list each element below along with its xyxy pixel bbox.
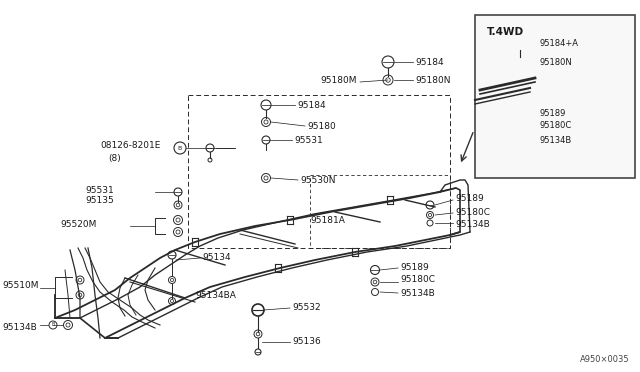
Text: 95180M: 95180M: [320, 76, 356, 84]
Text: 95520M: 95520M: [60, 219, 97, 228]
Text: B: B: [178, 145, 182, 151]
Text: 08126-8201E: 08126-8201E: [100, 141, 161, 150]
Text: 95134B: 95134B: [455, 219, 490, 228]
Text: 95136: 95136: [292, 337, 321, 346]
Text: 95180C: 95180C: [455, 208, 490, 217]
Text: (8): (8): [108, 154, 121, 163]
Text: 95181A: 95181A: [310, 215, 345, 224]
Text: 95180C: 95180C: [400, 276, 435, 285]
Text: 95184+A: 95184+A: [540, 38, 579, 48]
Text: 95531: 95531: [294, 135, 323, 144]
Text: 95531: 95531: [85, 186, 114, 195]
Text: 95134B: 95134B: [2, 324, 36, 333]
Text: 95134: 95134: [202, 253, 230, 263]
Text: 95189: 95189: [455, 193, 484, 202]
Text: 95189: 95189: [540, 109, 566, 118]
Bar: [475, 15, 635, 178]
Text: A950×0035: A950×0035: [580, 355, 630, 364]
Text: 95184: 95184: [297, 100, 326, 109]
Text: 95180C: 95180C: [540, 121, 572, 129]
Text: 95189: 95189: [400, 263, 429, 273]
Text: 95510M: 95510M: [2, 282, 38, 291]
Text: B: B: [51, 323, 54, 327]
Text: 95530N: 95530N: [300, 176, 335, 185]
Text: 95532: 95532: [292, 304, 321, 312]
Text: T.4WD: T.4WD: [487, 27, 524, 37]
Text: 95135: 95135: [85, 196, 114, 205]
Text: 95180: 95180: [307, 122, 336, 131]
Text: 95134BA: 95134BA: [195, 291, 236, 299]
Text: 95134B: 95134B: [400, 289, 435, 298]
Text: 95134B: 95134B: [540, 135, 572, 144]
Text: 95184: 95184: [415, 58, 444, 67]
Text: 95180N: 95180N: [415, 76, 451, 84]
Text: 95180N: 95180N: [540, 58, 573, 67]
